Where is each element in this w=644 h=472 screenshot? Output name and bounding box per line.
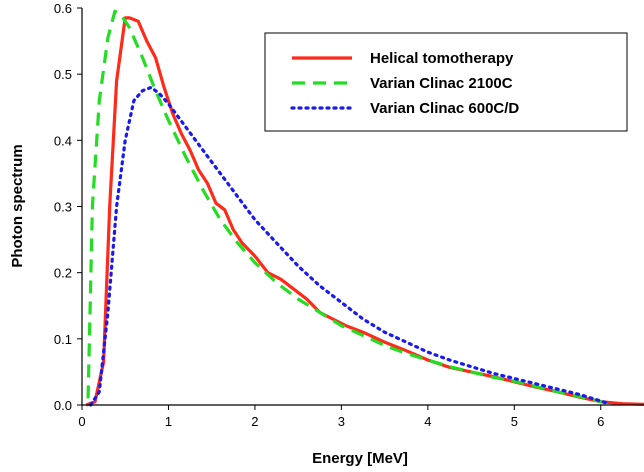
y-tick-label: 0.0 bbox=[54, 398, 72, 413]
plot-lines bbox=[85, 9, 644, 407]
y-tick-label: 0.5 bbox=[54, 67, 72, 82]
x-tick-label: 4 bbox=[424, 414, 431, 429]
y-tick-label: 0.4 bbox=[54, 133, 72, 148]
legend-label-1: Varian Clinac 2100C bbox=[370, 75, 513, 92]
y-tick-label: 0.3 bbox=[54, 200, 72, 215]
y-tick-label: 0.1 bbox=[54, 332, 72, 347]
x-tick-label: 1 bbox=[165, 414, 172, 429]
series-line-1 bbox=[86, 9, 610, 406]
ticks: 0 1 2 3 4 5 6 0.0 0.1 0.2 0.3 0.4 0.5 0.6 bbox=[54, 1, 604, 429]
x-tick-label: 6 bbox=[597, 414, 604, 429]
x-tick-label: 0 bbox=[78, 414, 85, 429]
x-tick-label: 3 bbox=[338, 414, 345, 429]
x-tick-label: 2 bbox=[251, 414, 258, 429]
y-axis-title: Photon spectrum bbox=[9, 144, 26, 267]
y-tick-label: 0.6 bbox=[54, 1, 72, 16]
x-tick-label: 5 bbox=[511, 414, 518, 429]
y-tick-label: 0.2 bbox=[54, 266, 72, 281]
series-line-2 bbox=[88, 85, 612, 407]
x-axis-title: Energy [MeV] bbox=[312, 450, 408, 467]
legend-label-0: Helical tomotherapy bbox=[370, 50, 514, 67]
legend-label-2: Varian Clinac 600C/D bbox=[370, 100, 519, 117]
legend: Helical tomotherapy Varian Clinac 2100C Va… bbox=[264, 32, 628, 132]
